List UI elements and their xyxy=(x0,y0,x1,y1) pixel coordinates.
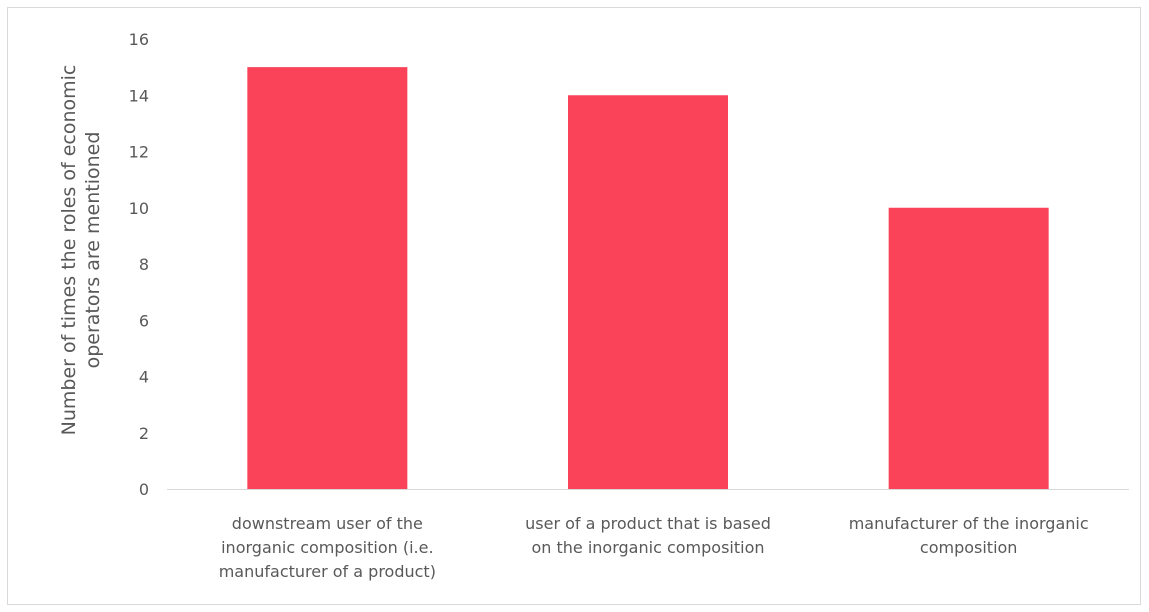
y-tick-label: 12 xyxy=(129,143,149,162)
x-category-label: downstream user of the inorganic composit… xyxy=(219,514,436,581)
x-axis-category-labels: downstream user of the inorganic composit… xyxy=(219,514,1089,581)
y-tick-label: 16 xyxy=(129,30,149,49)
bar xyxy=(888,207,1049,489)
y-tick-label: 14 xyxy=(129,86,149,105)
y-axis-title-line: Number of times the roles of economic xyxy=(58,65,80,436)
y-axis-title-text: Number of times the roles of economic ope… xyxy=(58,65,104,436)
bar xyxy=(247,67,408,489)
x-category-label-line: downstream user of the xyxy=(232,514,423,533)
x-category-label: user of a product that is based on the in… xyxy=(525,514,771,557)
bar xyxy=(568,95,728,489)
y-tick-label: 10 xyxy=(129,199,149,218)
y-axis-title-line: operators are mentioned xyxy=(82,132,104,369)
y-axis-title: Number of times the roles of economic ope… xyxy=(58,65,104,436)
bars xyxy=(247,67,1049,489)
x-category-label-line: composition xyxy=(920,538,1018,557)
x-category-label-line: manufacturer of the inorganic xyxy=(849,514,1089,533)
bar-chart: Number of times the roles of economic ope… xyxy=(58,30,1129,581)
y-tick-label: 8 xyxy=(139,255,149,274)
chart-area: Number of times the roles of economic ope… xyxy=(7,7,1141,605)
x-category-label: manufacturer of the inorganic composition xyxy=(849,514,1089,557)
y-axis-ticks: 0 2 4 6 8 10 12 14 16 xyxy=(129,30,149,499)
y-tick-label: 4 xyxy=(139,368,149,387)
y-tick-label: 6 xyxy=(139,311,149,330)
x-category-label-line: manufacturer of a product) xyxy=(219,562,436,581)
y-tick-label: 0 xyxy=(139,480,149,499)
x-category-label-line: on the inorganic composition xyxy=(531,538,764,557)
x-category-label-line: user of a product that is based xyxy=(525,514,771,533)
y-tick-label: 2 xyxy=(139,424,149,443)
x-category-label-line: inorganic composition (i.e. xyxy=(221,538,433,557)
